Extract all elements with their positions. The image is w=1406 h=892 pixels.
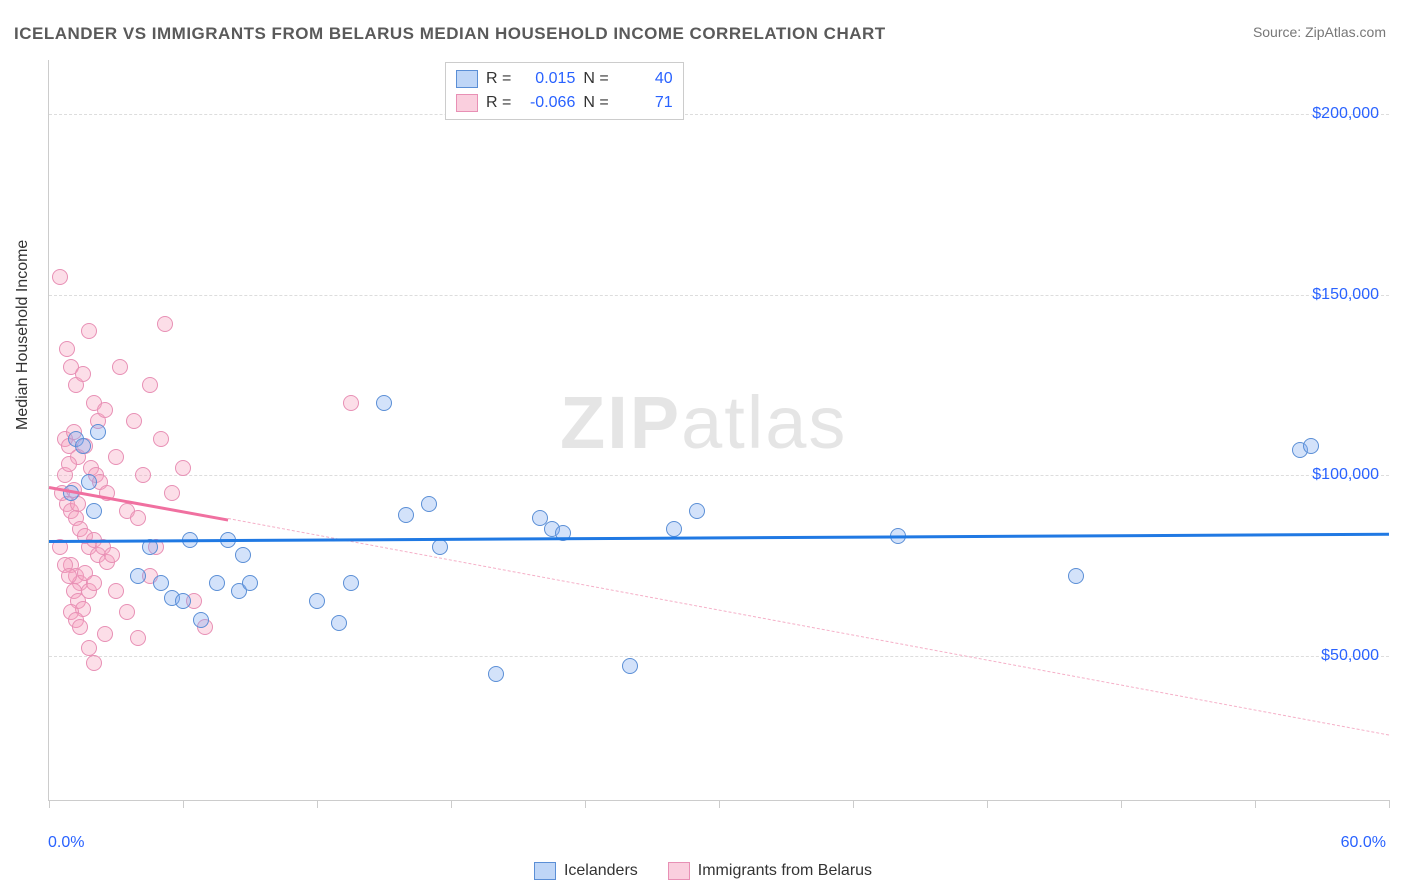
stats-legend-row: R = 0.015 N = 40 — [456, 67, 673, 91]
x-axis-max-label: 60.0% — [1341, 834, 1386, 852]
scatter-point — [376, 395, 392, 411]
x-tick — [585, 800, 586, 808]
scatter-point — [309, 593, 325, 609]
scatter-point — [126, 413, 142, 429]
stats-legend-row: R = -0.066 N = 71 — [456, 91, 673, 115]
legend-label: Icelanders — [564, 862, 638, 880]
scatter-point — [175, 593, 191, 609]
swatch-icon — [456, 94, 478, 112]
x-tick — [1389, 800, 1390, 808]
swatch-icon — [456, 70, 478, 88]
legend-item: Immigrants from Belarus — [668, 862, 872, 880]
x-tick — [1255, 800, 1256, 808]
scatter-point — [488, 666, 504, 682]
scatter-point — [331, 615, 347, 631]
r-value: 0.015 — [519, 67, 575, 91]
stats-legend: R = 0.015 N = 40 R = -0.066 N = 71 — [445, 62, 684, 120]
scatter-point — [175, 460, 191, 476]
swatch-icon — [534, 862, 556, 880]
r-value: -0.066 — [519, 91, 575, 115]
scatter-point — [90, 424, 106, 440]
legend-label: Immigrants from Belarus — [698, 862, 872, 880]
x-tick — [317, 800, 318, 808]
scatter-point — [209, 575, 225, 591]
scatter-point — [130, 510, 146, 526]
n-label: N = — [583, 67, 608, 91]
x-tick — [1121, 800, 1122, 808]
chart-title: ICELANDER VS IMMIGRANTS FROM BELARUS MED… — [14, 24, 886, 44]
scatter-point — [52, 269, 68, 285]
y-axis-title: Median Household Income — [14, 240, 32, 430]
y-tick-label: $150,000 — [1312, 286, 1379, 304]
scatter-point — [343, 395, 359, 411]
gridline — [49, 114, 1389, 115]
scatter-point — [75, 366, 91, 382]
x-tick — [719, 800, 720, 808]
scatter-point — [130, 568, 146, 584]
swatch-icon — [668, 862, 690, 880]
scatter-point — [1068, 568, 1084, 584]
gridline — [49, 295, 1389, 296]
scatter-point — [235, 547, 251, 563]
scatter-point — [97, 626, 113, 642]
scatter-point — [1303, 438, 1319, 454]
scatter-point — [81, 323, 97, 339]
source-attribution: Source: ZipAtlas.com — [1253, 24, 1386, 40]
x-tick — [853, 800, 854, 808]
scatter-point — [421, 496, 437, 512]
scatter-point — [72, 619, 88, 635]
scatter-point — [86, 655, 102, 671]
scatter-point — [153, 431, 169, 447]
scatter-point — [61, 456, 77, 472]
scatter-point — [81, 474, 97, 490]
scatter-point — [142, 377, 158, 393]
y-tick-label: $100,000 — [1312, 466, 1379, 484]
scatter-point — [108, 583, 124, 599]
scatter-point — [343, 575, 359, 591]
scatter-point — [135, 467, 151, 483]
scatter-point — [398, 507, 414, 523]
scatter-point — [112, 359, 128, 375]
scatter-point — [59, 341, 75, 357]
scatter-point — [86, 503, 102, 519]
gridline — [49, 475, 1389, 476]
scatter-point — [130, 630, 146, 646]
scatter-point — [153, 575, 169, 591]
scatter-point — [164, 485, 180, 501]
y-tick-label: $50,000 — [1321, 647, 1379, 665]
scatter-point — [104, 547, 120, 563]
x-tick — [49, 800, 50, 808]
x-tick — [183, 800, 184, 808]
trend-line — [49, 533, 1389, 543]
scatter-point — [242, 575, 258, 591]
scatter-point — [108, 449, 124, 465]
scatter-point — [86, 575, 102, 591]
scatter-point — [622, 658, 638, 674]
r-label: R = — [486, 91, 511, 115]
chart-plot-area: $50,000 $100,000 $150,000 $200,000 — [48, 60, 1389, 801]
n-value: 71 — [617, 91, 673, 115]
x-tick — [451, 800, 452, 808]
scatter-point — [75, 438, 91, 454]
scatter-point — [432, 539, 448, 555]
legend-item: Icelanders — [534, 862, 638, 880]
n-value: 40 — [617, 67, 673, 91]
trend-line — [228, 518, 1390, 736]
scatter-point — [97, 402, 113, 418]
y-tick-label: $200,000 — [1312, 105, 1379, 123]
r-label: R = — [486, 67, 511, 91]
scatter-point — [119, 604, 135, 620]
scatter-point — [193, 612, 209, 628]
gridline — [49, 656, 1389, 657]
n-label: N = — [583, 91, 608, 115]
scatter-point — [157, 316, 173, 332]
x-tick — [987, 800, 988, 808]
scatter-point — [666, 521, 682, 537]
bottom-legend: Icelanders Immigrants from Belarus — [0, 862, 1406, 880]
x-axis-min-label: 0.0% — [48, 834, 84, 852]
scatter-point — [689, 503, 705, 519]
